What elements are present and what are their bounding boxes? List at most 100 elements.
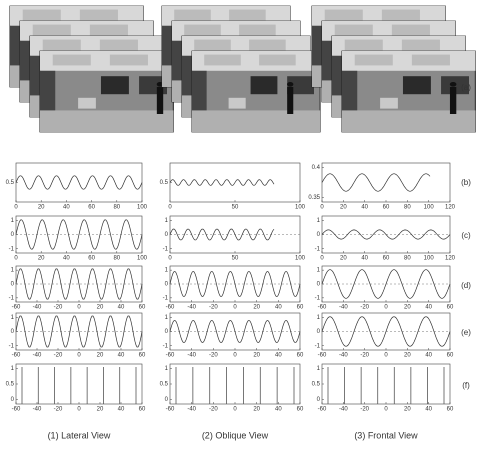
person [287,87,293,114]
x-tick-label: 60 [297,305,304,311]
x-tick-label: -20 [209,305,218,311]
panel-label: (d) [461,281,471,290]
panel-label: (f) [462,381,470,390]
labels: (1) Lateral View(2) Oblique View(3) Fron… [48,83,472,440]
x-tick-label: 40 [425,353,432,359]
x-tick-label: 20 [253,353,260,359]
x-tick-label: -20 [54,353,63,359]
y-tick-label: 0.35 [308,195,320,201]
photo [40,51,173,132]
y-tick-label: 1 [165,218,169,224]
x-tick-label: 0 [320,205,324,211]
x-tick-label: 0 [77,353,81,359]
x-tick-label: 100 [137,205,148,211]
panel-label: (e) [461,328,471,337]
x-tick-label: -40 [187,353,196,359]
y-tick-label: 0 [11,282,15,288]
x-tick-label: 0 [384,353,388,359]
x-tick-label: -40 [339,407,348,413]
curve [170,271,300,296]
y-tick-label: 0 [11,329,15,335]
panel-label: (a) [461,83,471,92]
y-tick-label: -1 [163,246,169,252]
x-tick-label: -40 [187,305,196,311]
photo-stacks [10,6,475,132]
curve [170,320,300,342]
x-tick-label: 0 [233,353,237,359]
x-tick-label: 20 [38,205,45,211]
x-tick-label: 40 [63,205,70,211]
y-tick-label: -1 [163,343,169,349]
y-tick-label: 0 [165,397,169,403]
x-tick-label: 20 [38,256,45,262]
y-tick-label: 0 [165,282,169,288]
x-tick-label: 100 [295,256,306,262]
x-tick-label: 50 [232,205,239,211]
y-tick-label: -1 [9,295,15,301]
x-tick-label: 50 [232,256,239,262]
x-tick-label: 120 [445,205,456,211]
x-tick-label: -60 [166,305,175,311]
y-tick-label: 0.5 [312,382,321,388]
y-tick-label: 1 [317,315,321,321]
x-tick-label: 0 [14,256,18,262]
x-tick-label: 40 [63,256,70,262]
x-tick-label: 40 [275,305,282,311]
y-tick-label: 1 [165,366,169,372]
x-tick-label: -60 [166,407,175,413]
x-tick-label: -20 [209,353,218,359]
x-tick-label: 40 [118,305,125,311]
curve [16,316,142,347]
y-tick-label: 1 [165,268,169,274]
curve [322,174,430,192]
y-tick-label: 0 [317,397,321,403]
x-tick-label: 40 [361,205,368,211]
x-tick-label: 20 [97,305,104,311]
x-tick-label: 80 [113,205,120,211]
x-tick-label: 40 [275,353,282,359]
x-tick-label: 60 [297,353,304,359]
column-caption: (1) Lateral View [48,430,111,440]
person-head [450,82,457,87]
x-tick-label: -60 [318,305,327,311]
x-tick-label: 100 [424,256,435,262]
x-tick-label: 40 [118,407,125,413]
x-tick-label: 20 [253,305,260,311]
figure: 0204060801000.5020406080100-101-60-40-20… [0,0,479,452]
x-tick-label: 0 [168,205,172,211]
curve [16,176,142,189]
x-tick-label: 0 [233,407,237,413]
plot-frame [322,364,450,404]
x-tick-label: 40 [425,407,432,413]
x-tick-label: 80 [113,256,120,262]
panel-label: (c) [461,231,471,240]
x-tick-label: 60 [447,407,454,413]
x-tick-label: -60 [12,353,21,359]
column-caption: (3) Frontal View [354,430,418,440]
x-tick-label: 0 [233,305,237,311]
x-tick-label: 40 [425,305,432,311]
x-tick-label: 20 [97,407,104,413]
y-tick-label: 0 [317,282,321,288]
x-tick-label: 60 [297,407,304,413]
x-tick-label: -40 [339,305,348,311]
x-tick-label: 60 [383,205,390,211]
x-tick-label: -60 [318,407,327,413]
x-tick-label: -40 [33,407,42,413]
panel-label: (b) [461,178,471,187]
x-tick-label: 20 [340,205,347,211]
x-tick-label: 100 [137,256,148,262]
x-tick-label: -60 [166,353,175,359]
y-tick-label: 1 [11,315,15,321]
person [157,87,163,114]
x-tick-label: 60 [447,305,454,311]
x-tick-label: -20 [209,407,218,413]
photo-frame [40,51,173,132]
y-tick-label: -1 [9,246,15,252]
y-tick-label: 0 [11,232,15,238]
y-tick-label: 0 [165,232,169,238]
x-tick-label: -20 [360,353,369,359]
curve [16,220,142,250]
y-tick-label: 1 [11,366,15,372]
